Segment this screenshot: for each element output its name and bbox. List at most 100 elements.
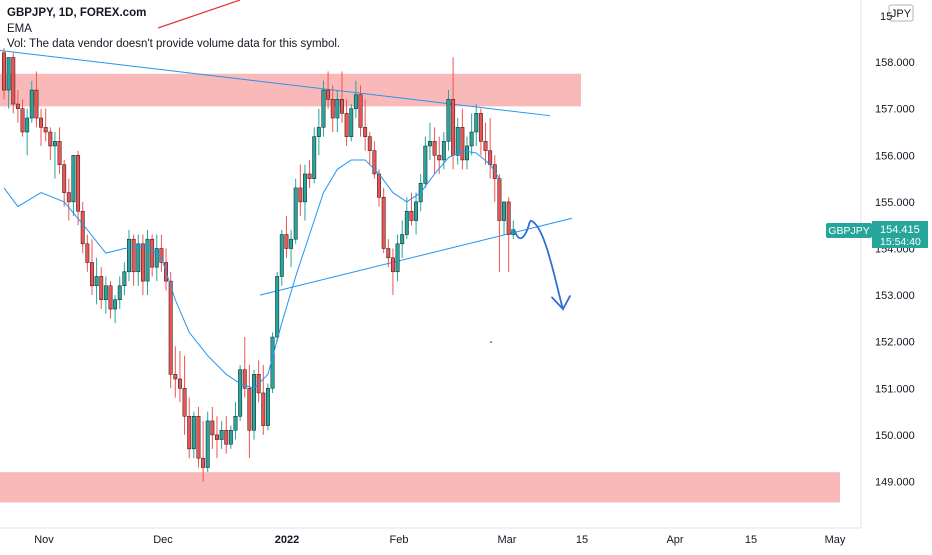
candle[interactable] bbox=[390, 248, 395, 296]
candle[interactable] bbox=[122, 262, 127, 296]
ascending-trendline[interactable] bbox=[259, 217, 573, 296]
candle[interactable] bbox=[265, 383, 270, 431]
candle[interactable] bbox=[29, 80, 34, 123]
candle[interactable] bbox=[140, 234, 145, 296]
candle[interactable] bbox=[191, 411, 196, 459]
candle[interactable] bbox=[127, 229, 131, 282]
candle[interactable] bbox=[330, 85, 335, 132]
candle[interactable] bbox=[2, 48, 6, 100]
candle[interactable] bbox=[455, 118, 460, 165]
candle[interactable] bbox=[400, 220, 405, 258]
forecast-arrow[interactable] bbox=[513, 219, 564, 310]
candle[interactable] bbox=[90, 239, 94, 296]
candle[interactable] bbox=[358, 85, 363, 137]
resistance-zone[interactable] bbox=[0, 73, 581, 107]
forecast-arrowhead[interactable] bbox=[551, 295, 571, 311]
candle[interactable] bbox=[131, 234, 136, 286]
candle[interactable] bbox=[94, 257, 99, 305]
candle[interactable] bbox=[483, 122, 488, 165]
candle[interactable] bbox=[395, 234, 400, 282]
candle[interactable] bbox=[113, 295, 118, 324]
candle[interactable] bbox=[446, 90, 451, 151]
candle[interactable] bbox=[71, 155, 76, 216]
candle[interactable] bbox=[80, 201, 85, 254]
candle[interactable] bbox=[173, 346, 178, 398]
candle[interactable] bbox=[349, 104, 354, 142]
ema-line[interactable] bbox=[3, 150, 500, 389]
candle[interactable] bbox=[108, 281, 113, 319]
candle[interactable] bbox=[423, 136, 428, 188]
candle[interactable] bbox=[145, 229, 150, 296]
time-axis[interactable]: Nov Dec 2022 Feb Mar 15 Apr 15 May bbox=[34, 534, 846, 546]
candle[interactable] bbox=[293, 178, 298, 244]
candle[interactable] bbox=[247, 365, 252, 459]
candle[interactable] bbox=[39, 108, 43, 146]
candle[interactable] bbox=[238, 365, 243, 421]
candle[interactable] bbox=[201, 420, 206, 482]
candle[interactable] bbox=[275, 271, 280, 342]
candle[interactable] bbox=[11, 52, 16, 114]
candle[interactable] bbox=[182, 355, 187, 435]
candle[interactable] bbox=[321, 80, 326, 137]
candle[interactable] bbox=[506, 197, 511, 272]
candle[interactable] bbox=[25, 108, 30, 156]
price-axis[interactable]: 149.000150.000151.000152.000153.000154.0… bbox=[875, 57, 915, 488]
candle[interactable] bbox=[326, 71, 331, 109]
candle[interactable] bbox=[233, 402, 238, 440]
candle[interactable] bbox=[353, 80, 358, 119]
candle[interactable] bbox=[404, 197, 409, 240]
candle[interactable] bbox=[154, 234, 159, 282]
candle[interactable] bbox=[99, 267, 104, 310]
candle[interactable] bbox=[252, 369, 256, 440]
candle[interactable] bbox=[43, 108, 48, 142]
candle[interactable] bbox=[187, 397, 192, 459]
support-zone[interactable] bbox=[0, 472, 840, 503]
candle[interactable] bbox=[224, 416, 229, 454]
candle[interactable] bbox=[465, 136, 469, 170]
candle[interactable] bbox=[76, 150, 81, 226]
candle[interactable] bbox=[432, 127, 437, 174]
symbol-title[interactable]: GBPJPY, 1D, FOREX.com bbox=[7, 7, 147, 19]
candle[interactable] bbox=[437, 136, 442, 174]
candle[interactable] bbox=[219, 420, 224, 449]
candle[interactable] bbox=[20, 99, 25, 137]
candle[interactable] bbox=[168, 271, 173, 389]
candle[interactable] bbox=[469, 113, 474, 156]
candle[interactable] bbox=[62, 159, 67, 207]
candle[interactable] bbox=[196, 406, 201, 468]
candle[interactable] bbox=[228, 425, 233, 449]
candle[interactable] bbox=[177, 351, 182, 403]
candle[interactable] bbox=[335, 90, 340, 132]
candle[interactable] bbox=[66, 178, 71, 221]
candle[interactable] bbox=[381, 187, 386, 254]
candle[interactable] bbox=[52, 132, 57, 179]
candle[interactable] bbox=[307, 159, 312, 188]
symbol-price-tag[interactable]: GBPJPY 154.415 15:54:40 bbox=[826, 221, 928, 248]
candle[interactable] bbox=[205, 411, 210, 473]
candle[interactable] bbox=[279, 229, 284, 286]
candle[interactable] bbox=[284, 215, 289, 258]
candle[interactable] bbox=[117, 276, 122, 310]
candle[interactable] bbox=[34, 71, 39, 128]
currency-badge[interactable]: JPY bbox=[888, 4, 914, 22]
candle[interactable] bbox=[298, 164, 303, 216]
candle[interactable] bbox=[502, 201, 506, 235]
candle[interactable] bbox=[103, 276, 108, 314]
candle[interactable] bbox=[386, 239, 391, 268]
red-trendline[interactable] bbox=[157, 0, 241, 29]
candle[interactable] bbox=[136, 234, 141, 286]
candle[interactable] bbox=[261, 365, 266, 435]
candle[interactable] bbox=[316, 108, 321, 156]
candle[interactable] bbox=[367, 132, 372, 165]
candle[interactable] bbox=[340, 71, 344, 123]
indicator-label[interactable]: EMA bbox=[7, 22, 32, 35]
candle[interactable] bbox=[428, 122, 432, 160]
candle[interactable] bbox=[312, 127, 317, 184]
candle[interactable] bbox=[478, 108, 483, 156]
candle[interactable] bbox=[210, 406, 215, 449]
descending-trendline[interactable] bbox=[0, 49, 551, 117]
candle[interactable] bbox=[159, 234, 164, 272]
candle[interactable] bbox=[303, 164, 307, 221]
candle[interactable] bbox=[85, 234, 90, 272]
